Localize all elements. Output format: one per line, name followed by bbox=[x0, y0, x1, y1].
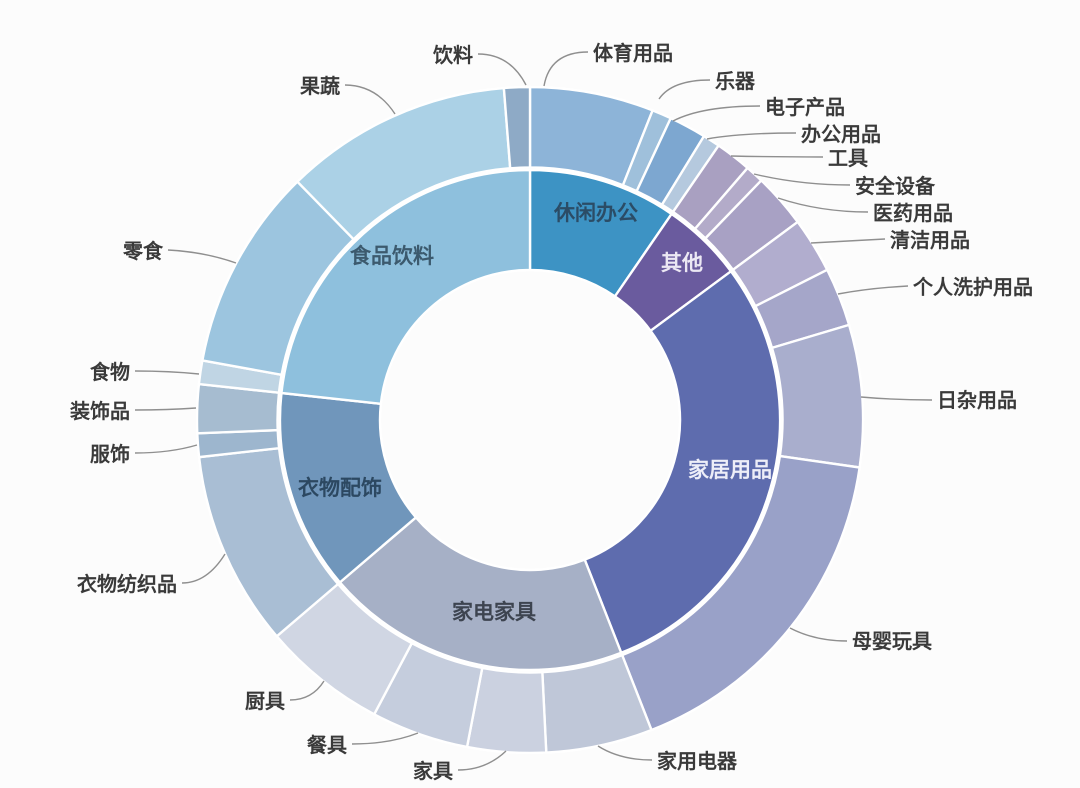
label-furniture: 家具 bbox=[413, 759, 453, 783]
leader-line-office-supplies bbox=[706, 132, 797, 140]
leader-line-clothing-textiles bbox=[181, 553, 226, 584]
leader-line-kitchenware bbox=[289, 680, 325, 701]
label-food-beverage: 食品饮料 bbox=[350, 244, 434, 268]
label-medical-supplies: 医药用品 bbox=[873, 201, 953, 225]
leader-line-safety-equipment bbox=[753, 173, 851, 186]
inner-segment-home-goods[interactable] bbox=[583, 270, 782, 654]
leader-line-sports-goods bbox=[543, 51, 589, 87]
leader-line-mother-baby-toys bbox=[789, 627, 848, 642]
label-food: 食物 bbox=[90, 360, 130, 384]
label-appliances-furniture: 家电家具 bbox=[452, 600, 536, 624]
leader-line-beverages bbox=[477, 53, 527, 86]
leader-line-household-appliances bbox=[597, 745, 653, 761]
leader-line-fruits-vegetables bbox=[344, 84, 396, 115]
leader-line-decorations bbox=[134, 407, 197, 411]
leader-line-apparel bbox=[134, 444, 198, 454]
label-cleaning-supplies: 清洁用品 bbox=[890, 228, 970, 252]
leader-line-food bbox=[134, 370, 200, 375]
label-tableware: 餐具 bbox=[307, 733, 347, 757]
leader-line-musical-instruments bbox=[658, 79, 711, 100]
label-beverages: 饮料 bbox=[432, 43, 473, 67]
label-personal-care: 个人洗护用品 bbox=[912, 275, 1033, 299]
inner-segment-appliances-furniture[interactable] bbox=[338, 516, 623, 672]
label-kitchenware: 厨具 bbox=[245, 691, 285, 713]
label-apparel: 服饰 bbox=[90, 442, 130, 466]
label-musical-instruments: 乐器 bbox=[715, 70, 756, 93]
label-mother-baby-toys: 母婴玩具 bbox=[852, 630, 932, 653]
leader-line-medical-supplies bbox=[777, 197, 869, 213]
leader-line-tools bbox=[730, 155, 824, 158]
label-home-goods: 家居用品 bbox=[688, 458, 772, 482]
label-fruits-vegetables: 果蔬 bbox=[300, 75, 340, 98]
leader-line-electronics bbox=[672, 105, 761, 122]
label-daily-sundries: 日杂用品 bbox=[937, 388, 1017, 412]
label-clothing-accessories: 衣物配饰 bbox=[298, 476, 382, 500]
label-tools: 工具 bbox=[828, 148, 868, 170]
label-decorations: 装饰品 bbox=[69, 399, 130, 423]
leader-line-snacks bbox=[167, 249, 237, 264]
label-safety-equipment: 安全设备 bbox=[855, 174, 936, 198]
inner-segment-food-beverage[interactable] bbox=[280, 168, 532, 405]
label-clothing-textiles: 衣物纺织品 bbox=[77, 572, 177, 596]
leader-line-personal-care bbox=[837, 285, 909, 295]
label-electronics: 电子产品 bbox=[765, 95, 845, 119]
label-others: 其他 bbox=[661, 251, 703, 275]
leader-line-furniture bbox=[457, 750, 507, 771]
leader-line-cleaning-supplies bbox=[810, 238, 886, 244]
outer-segment-daily-sundries[interactable] bbox=[770, 323, 865, 469]
label-office-supplies: 办公用品 bbox=[801, 122, 881, 146]
label-sports-goods: 体育用品 bbox=[593, 41, 673, 65]
outer-segment-beverages[interactable] bbox=[502, 85, 532, 170]
label-household-appliances: 家用电器 bbox=[657, 749, 738, 773]
leader-line-tableware bbox=[351, 732, 419, 745]
label-snacks: 零食 bbox=[122, 239, 164, 263]
leader-line-daily-sundries bbox=[860, 396, 933, 401]
label-leisure-office: 休闲办公 bbox=[553, 202, 638, 225]
